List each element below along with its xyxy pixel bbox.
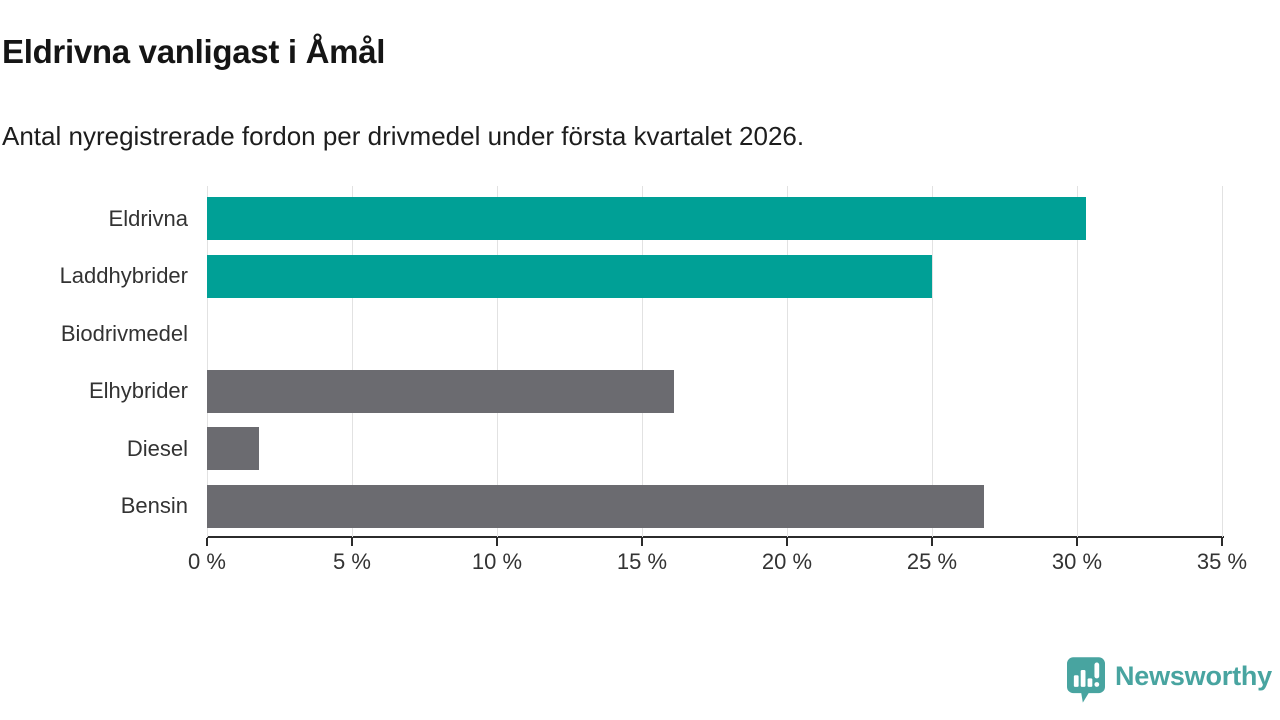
- x-axis-tick-label: 5 %: [333, 549, 371, 574]
- x-axis-tick: [1076, 538, 1078, 546]
- gridline: [207, 186, 208, 537]
- newsworthy-wordmark: Newsworthy: [1114, 661, 1272, 691]
- gridline: [352, 186, 353, 537]
- x-axis-tick-label: 15 %: [616, 549, 668, 574]
- x-axis-tick-label: 10 %: [471, 549, 523, 574]
- bar-bensin: [207, 484, 985, 528]
- x-axis-tick-label: 30 %: [1051, 549, 1103, 574]
- bar-chart: Eldrivna Laddhybrider Biodrivmedel Elhybrid…: [0, 186, 1247, 574]
- gridline: [497, 186, 498, 537]
- x-axis-tick: [351, 538, 353, 546]
- category-label: Biodrivmedel: [60, 320, 188, 346]
- gridline: [1222, 186, 1223, 537]
- newsworthy-brand: Newsworthy: [1066, 657, 1272, 704]
- bar-chart-speech-bubble-icon: [1066, 657, 1105, 703]
- gridline: [932, 186, 933, 537]
- y-axis-labels: Eldrivna Laddhybrider Biodrivmedel Elhybrid…: [0, 186, 188, 537]
- gridline: [642, 186, 643, 537]
- category-label: Laddhybrider: [59, 263, 188, 288]
- category-label: Bensin: [120, 493, 188, 518]
- plot-area: 0 % 5 % 10 % 15 % 20 % 25 % 30 % 35 %: [188, 186, 1247, 574]
- bar-diesel: [207, 427, 260, 470]
- category-label: Elhybrider: [88, 378, 188, 403]
- x-axis-tick: [206, 538, 208, 546]
- x-axis-line: [207, 536, 1224, 538]
- category-label: Diesel: [126, 435, 188, 461]
- x-axis-tick-label: 20 %: [761, 549, 813, 574]
- x-axis-tick: [641, 538, 643, 546]
- x-axis-tick: [1221, 538, 1223, 546]
- x-axis-tick: [786, 538, 788, 546]
- chart-title: Eldrivna vanligast i Åmål: [2, 33, 386, 70]
- bar-laddhybrider: [207, 254, 932, 298]
- chart-subtitle: Antal nyregistrerade fordon per drivmede…: [2, 121, 805, 151]
- x-axis-tick-label: 35 %: [1196, 549, 1248, 574]
- gridline: [1077, 186, 1078, 537]
- x-axis-tick-label: 0 %: [188, 549, 226, 574]
- x-axis-tick: [496, 538, 498, 546]
- x-axis-tick: [931, 538, 933, 546]
- gridline: [787, 186, 788, 537]
- x-axis-tick-label: 25 %: [906, 549, 958, 574]
- bar-eldrivna: [207, 197, 1086, 240]
- bar-elhybrider: [207, 369, 674, 413]
- category-label: Eldrivna: [108, 205, 188, 231]
